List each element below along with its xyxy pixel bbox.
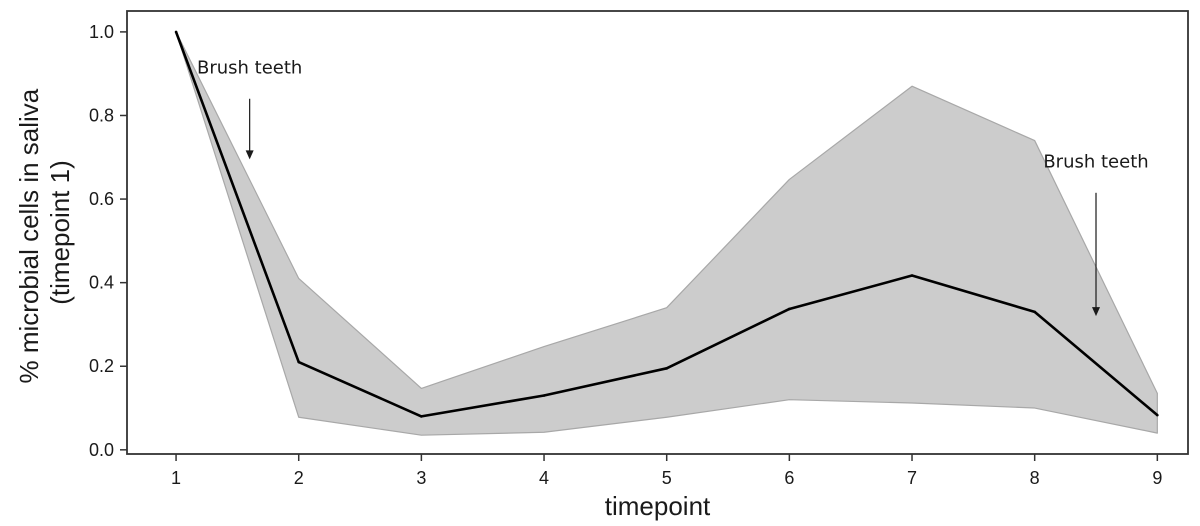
data-point [665, 367, 668, 370]
annotation-label: Brush teeth [197, 58, 302, 79]
data-point [174, 30, 178, 34]
data-point [542, 394, 546, 397]
y-axis-title: % microbial cells in saliva (timepoint 1… [14, 82, 75, 384]
data-point [910, 274, 914, 277]
x-tick-label: 2 [294, 468, 304, 488]
x-tick-label: 3 [416, 468, 426, 488]
y-axis-title-line-2: (timepoint 1) [45, 160, 75, 305]
x-tick-label: 7 [907, 468, 917, 488]
x-tick-label: 8 [1030, 468, 1040, 488]
x-tick-label: 1 [171, 468, 181, 488]
y-tick-label: 0.2 [89, 356, 114, 376]
data-point [1033, 310, 1036, 314]
x-tick-label: 9 [1152, 468, 1162, 488]
data-point [420, 415, 423, 418]
annotation-arrowhead [245, 150, 254, 160]
x-tick-label: 6 [784, 468, 794, 488]
confidence-band [175, 31, 1158, 436]
y-tick-label: 0.6 [89, 189, 114, 209]
x-axis-title: timepoint [605, 491, 711, 521]
y-tick-label: 0.0 [89, 440, 114, 460]
data-point [297, 360, 301, 364]
annotations: Brush teeth Brush teeth [197, 58, 1149, 317]
y-tick-label: 1.0 [89, 22, 114, 42]
x-axis-ticks: 1 2 3 4 5 6 7 8 9 [171, 454, 1162, 488]
y-tick-label: 0.4 [89, 273, 114, 293]
axes-frame [126, 10, 1189, 455]
x-tick-label: 4 [539, 468, 549, 488]
y-axis-ticks: 0.0 0.2 0.4 0.6 0.8 1.0 [89, 22, 127, 460]
y-axis-title-line-1: % microbial cells in saliva [14, 88, 44, 383]
data-point [1156, 413, 1159, 417]
annotation-label: Brush teeth [1043, 152, 1148, 173]
y-tick-label: 0.8 [89, 105, 114, 125]
annotation-arrowhead [1092, 307, 1101, 317]
x-tick-label: 5 [662, 468, 672, 488]
plot-area [126, 10, 1189, 455]
data-point [788, 307, 791, 311]
